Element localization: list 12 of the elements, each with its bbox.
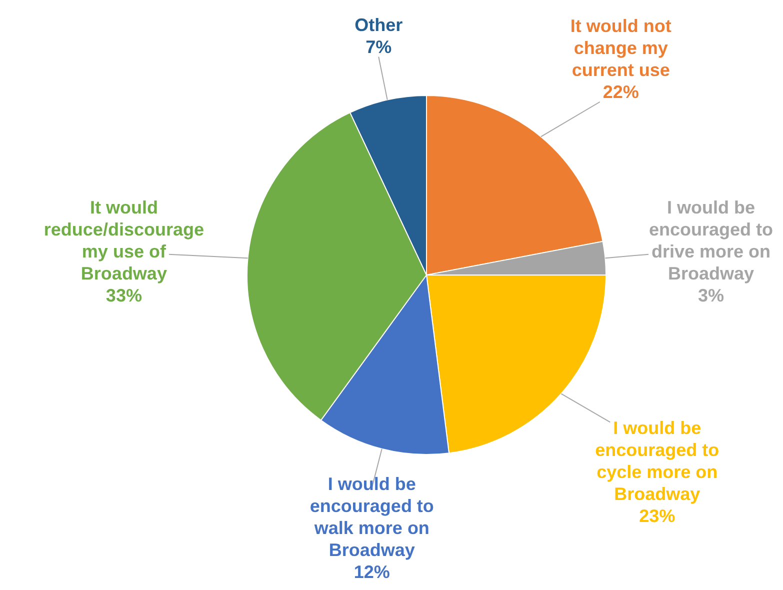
slice-label: It would not change my current use — [570, 16, 672, 80]
data-label: 3% — [698, 285, 724, 306]
data-label: 23% — [639, 506, 676, 526]
data-label: 7% — [366, 36, 392, 57]
data-label: 22% — [602, 82, 639, 102]
data-label: 33% — [106, 285, 142, 306]
slice-label: It would reduce/discourage my use of Broadway — [44, 197, 204, 284]
slice-label: I would be encouraged to cycle more on Broadway — [595, 418, 720, 504]
slice-label: I would be encouraged to walk more on Broadway — [310, 474, 434, 560]
slice-label: Other — [354, 14, 403, 35]
data-label: 12% — [354, 562, 390, 582]
slice-label: I would be encouraged to drive more on Broadway — [649, 197, 774, 284]
